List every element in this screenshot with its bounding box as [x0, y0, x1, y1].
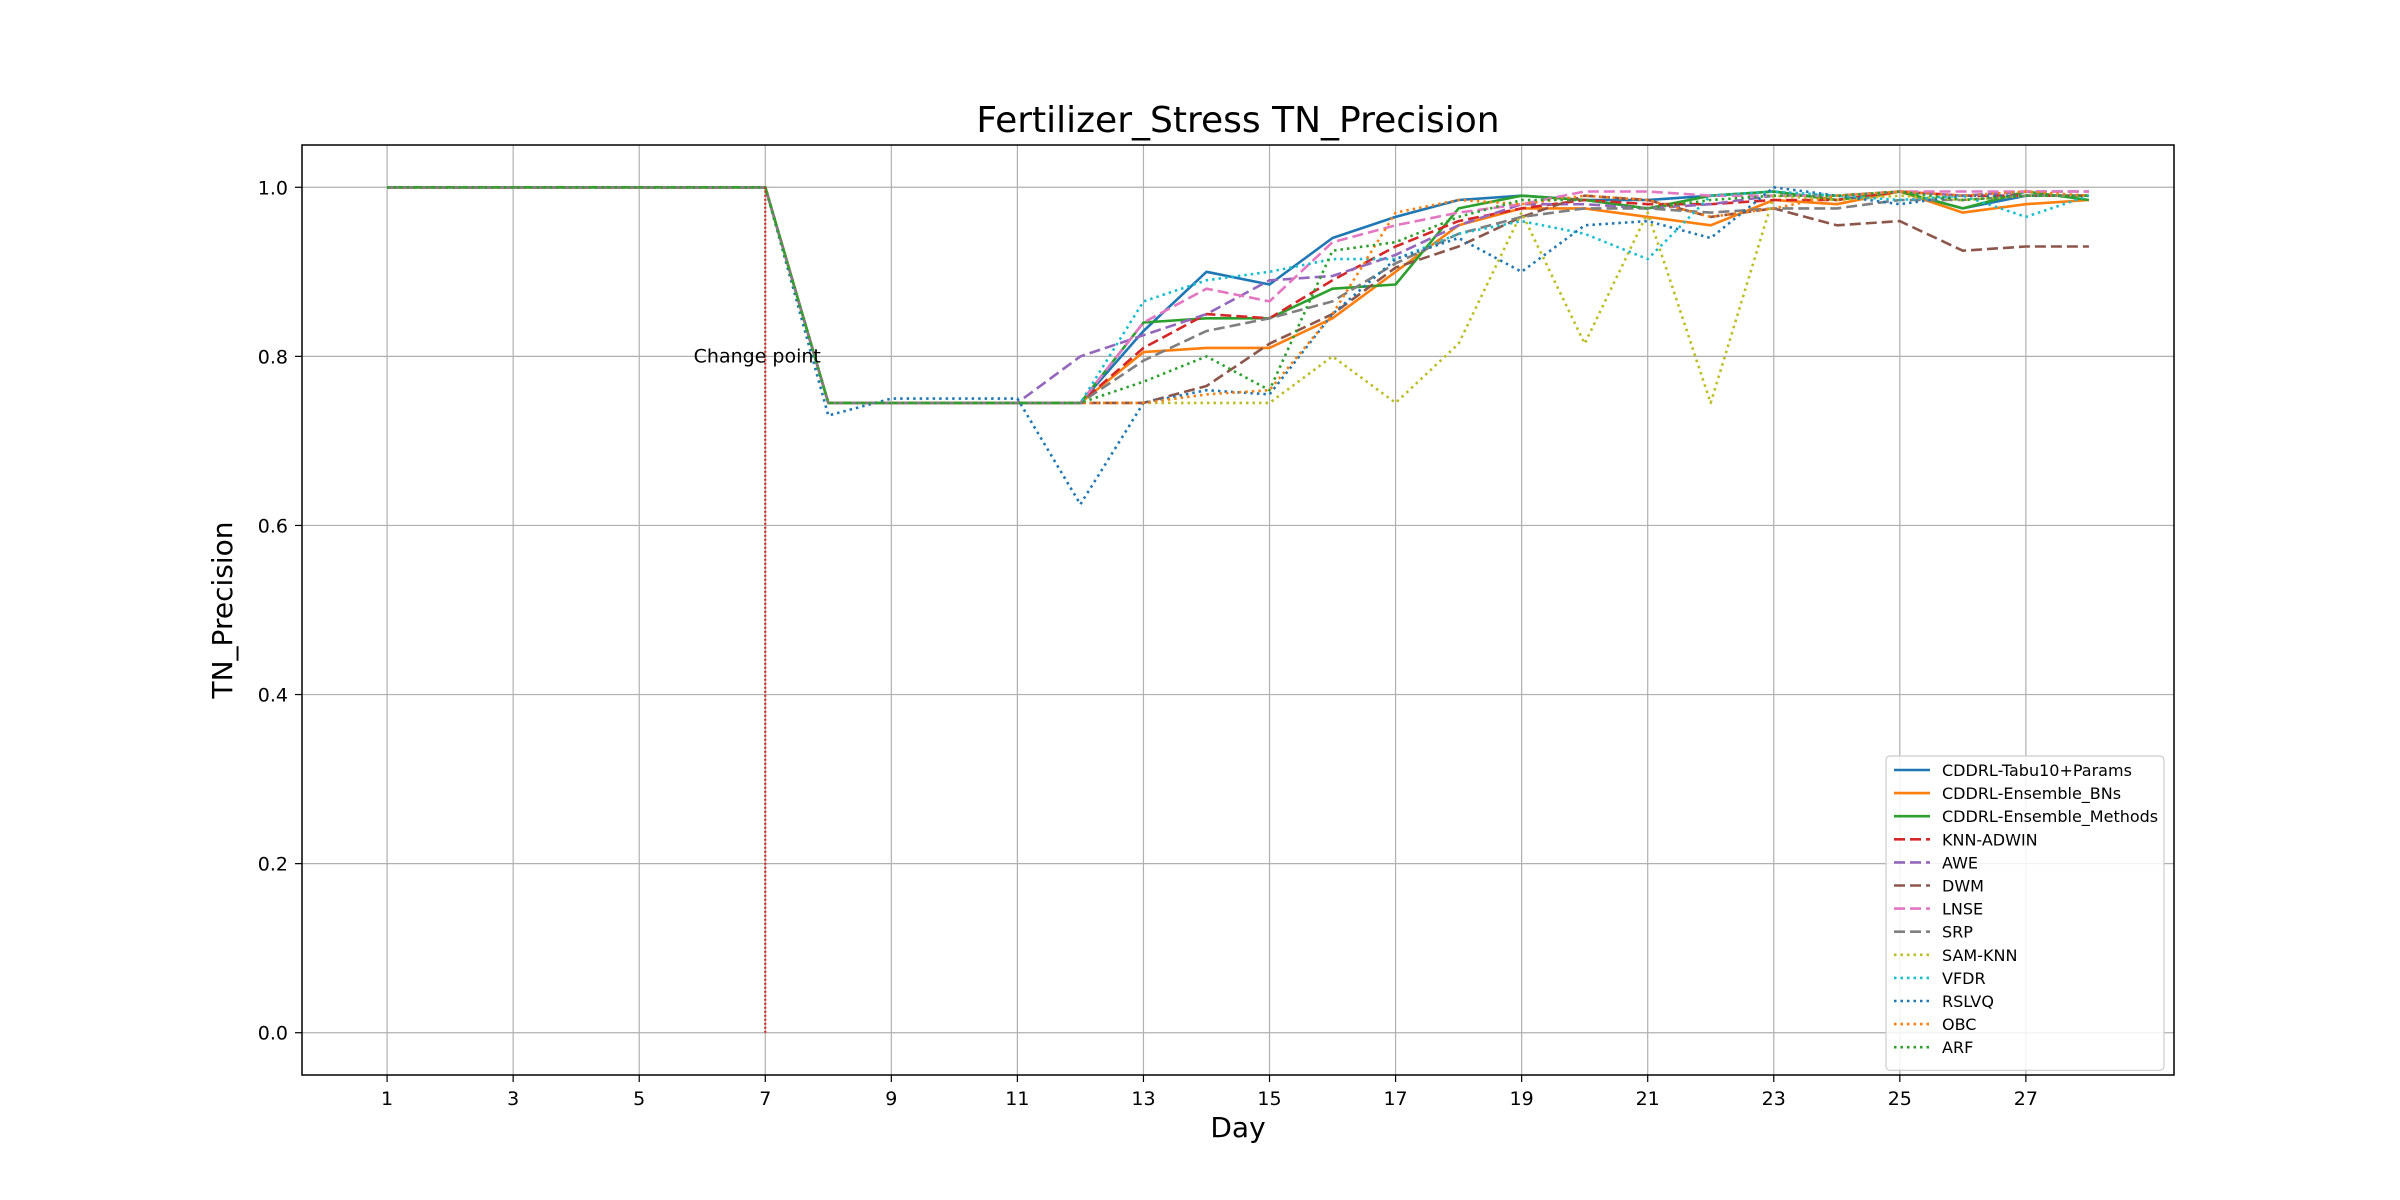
- x-tick-label: 21: [1636, 1088, 1660, 1110]
- y-axis-label: TN_Precision: [206, 522, 239, 700]
- y-tick-label: 0.4: [258, 685, 288, 707]
- chart-title: Fertilizer_Stress TN_Precision: [976, 100, 1499, 141]
- legend-label: CDDRL-Ensemble_BNs: [1942, 784, 2121, 804]
- x-tick-label: 15: [1257, 1088, 1281, 1110]
- y-tick-label: 0.8: [258, 346, 288, 368]
- x-tick-label: 25: [1888, 1088, 1912, 1110]
- legend-label: ARF: [1942, 1038, 1973, 1057]
- series-line: [387, 186, 2089, 405]
- legend-label: KNN-ADWIN: [1942, 830, 2038, 849]
- plot-frame: [301, 144, 2175, 1076]
- series-line: [387, 186, 2089, 405]
- legend-box: [1885, 755, 2165, 1071]
- legend-label: SRP: [1942, 923, 1973, 942]
- x-axis-ticks: 1 3 5 7 9 11 13 15 17 19 21 23 25 27: [381, 1075, 2038, 1110]
- x-axis-label: Day: [1210, 1111, 1265, 1144]
- series-line: [387, 186, 2089, 405]
- legend-label: OBC: [1942, 1015, 1976, 1034]
- legend-label: DWM: [1942, 877, 1984, 896]
- change-point-annotation: Change point: [694, 345, 821, 367]
- x-tick-label: 17: [1383, 1088, 1407, 1110]
- legend: CDDRL-Tabu10+Params CDDRL-Ensemble_BNs CDD…: [1885, 755, 2165, 1071]
- x-tick-label: 5: [633, 1088, 645, 1110]
- y-tick-label: 1.0: [258, 177, 288, 199]
- y-tick-label: 0.0: [258, 1023, 288, 1045]
- legend-label: CDDRL-Tabu10+Params: [1942, 761, 2132, 780]
- series-layer: [387, 186, 2090, 506]
- legend-label: AWE: [1942, 853, 1978, 872]
- legend-label: LNSE: [1942, 900, 1983, 919]
- x-tick-label: 1: [381, 1088, 393, 1110]
- x-tick-label: 13: [1131, 1088, 1155, 1110]
- series-line: [387, 186, 2089, 405]
- series-line: [387, 186, 2089, 506]
- y-tick-label: 0.6: [258, 515, 288, 537]
- annotation-layer: Change point: [694, 187, 821, 1033]
- x-tick-label: 7: [759, 1088, 771, 1110]
- x-tick-label: 3: [507, 1088, 519, 1110]
- series-line: [387, 186, 2090, 405]
- series-line: [387, 186, 2089, 405]
- x-tick-label: 9: [885, 1088, 897, 1110]
- x-tick-label: 11: [1005, 1088, 1029, 1110]
- x-tick-label: 23: [1762, 1088, 1786, 1110]
- y-axis-ticks: 0.0 0.2 0.4 0.6 0.8 1.0: [258, 177, 302, 1045]
- legend-label: CDDRL-Ensemble_Methods: [1942, 807, 2158, 827]
- y-tick-label: 0.2: [258, 854, 288, 876]
- legend-label: SAM-KNN: [1942, 946, 2017, 965]
- x-tick-label: 19: [1510, 1088, 1534, 1110]
- legend-label: RSLVQ: [1942, 992, 1994, 1011]
- x-tick-label: 27: [2014, 1088, 2038, 1110]
- legend-label: VFDR: [1942, 969, 1986, 988]
- series-line: [387, 186, 2089, 405]
